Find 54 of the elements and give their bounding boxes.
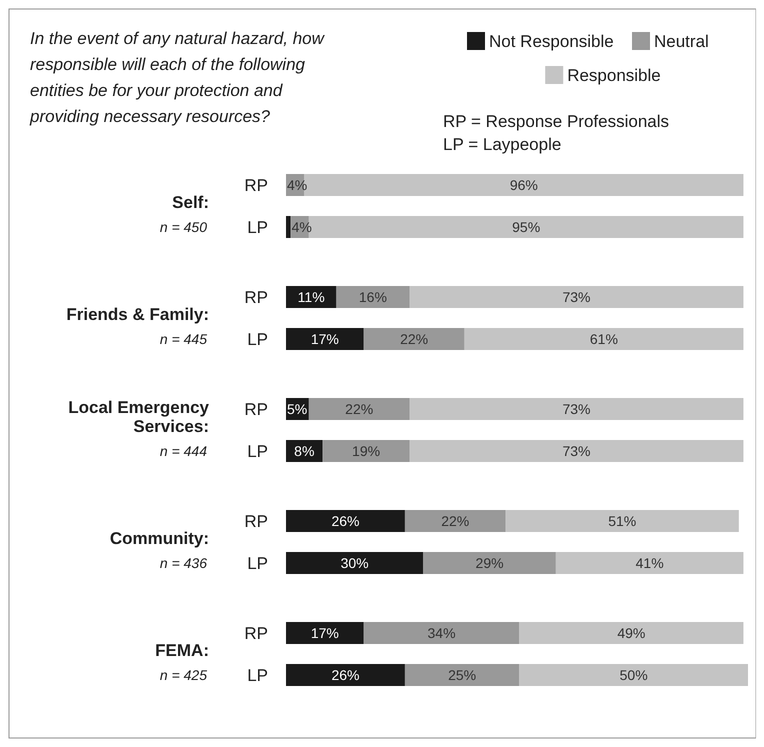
text: n = 425 [160, 667, 208, 683]
legend-label: Neutral [654, 32, 709, 51]
data-label: 4% [292, 219, 312, 235]
data-label: 73% [562, 289, 590, 305]
y-tick-label: LP [247, 330, 268, 349]
data-label: 8% [294, 443, 314, 459]
data-label: 95% [512, 219, 540, 235]
y-tick-label: RP [244, 512, 268, 531]
y-tick-label: RP [244, 176, 268, 195]
data-label: 96% [510, 177, 538, 193]
data-label: 16% [358, 289, 387, 305]
data-label: 26% [331, 513, 360, 529]
text: Self: [172, 193, 209, 212]
y-tick-label: LP [247, 442, 268, 461]
text: n = 445 [160, 331, 208, 347]
y-tick-label: LP [247, 218, 268, 237]
data-label: 50% [620, 667, 648, 683]
y-tick-label: RP [244, 624, 268, 643]
data-label: 49% [617, 625, 646, 641]
text: Friends & Family: [66, 305, 209, 324]
data-label: 73% [562, 443, 590, 459]
y-tick-label: LP [247, 554, 268, 573]
text: n = 450 [160, 219, 208, 235]
data-label: 17% [310, 625, 339, 641]
data-label: 41% [636, 555, 664, 571]
text: Local Emergency Services: [68, 398, 210, 436]
text: FEMA: [155, 641, 209, 660]
data-label: 22% [441, 513, 470, 529]
text: Community: [110, 529, 209, 548]
chart-title: In the event of any natural hazard, how responsible will each of the following entities be for your protection and providing necessary resources? [29, 29, 326, 126]
data-label: 30% [340, 555, 369, 571]
y-tick-label: RP [244, 400, 268, 419]
data-label: 11% [298, 289, 325, 305]
text: n = 436 [160, 555, 208, 571]
data-label: 51% [608, 513, 636, 529]
data-label: 34% [428, 625, 456, 641]
text: RP = Response Professionals [443, 112, 670, 131]
data-label: 5% [287, 401, 308, 417]
data-label: 29% [476, 555, 504, 571]
y-tick-label: RP [244, 288, 268, 307]
data-label: 25% [448, 667, 476, 683]
data-label: 61% [590, 331, 618, 347]
data-label: 17% [310, 331, 339, 347]
data-label: 22% [345, 401, 374, 417]
y-tick-label: LP [247, 666, 268, 685]
data-label: 26% [331, 667, 360, 683]
data-label: 19% [352, 443, 380, 459]
data-label: 4% [287, 177, 308, 193]
data-label: 22% [400, 331, 428, 347]
annotation: LP = Laypeople [443, 135, 562, 154]
legend-label: Responsible [567, 66, 661, 85]
text: n = 444 [160, 443, 208, 459]
legend-label: Not Responsible [489, 32, 614, 51]
data-label: 73% [562, 401, 590, 417]
